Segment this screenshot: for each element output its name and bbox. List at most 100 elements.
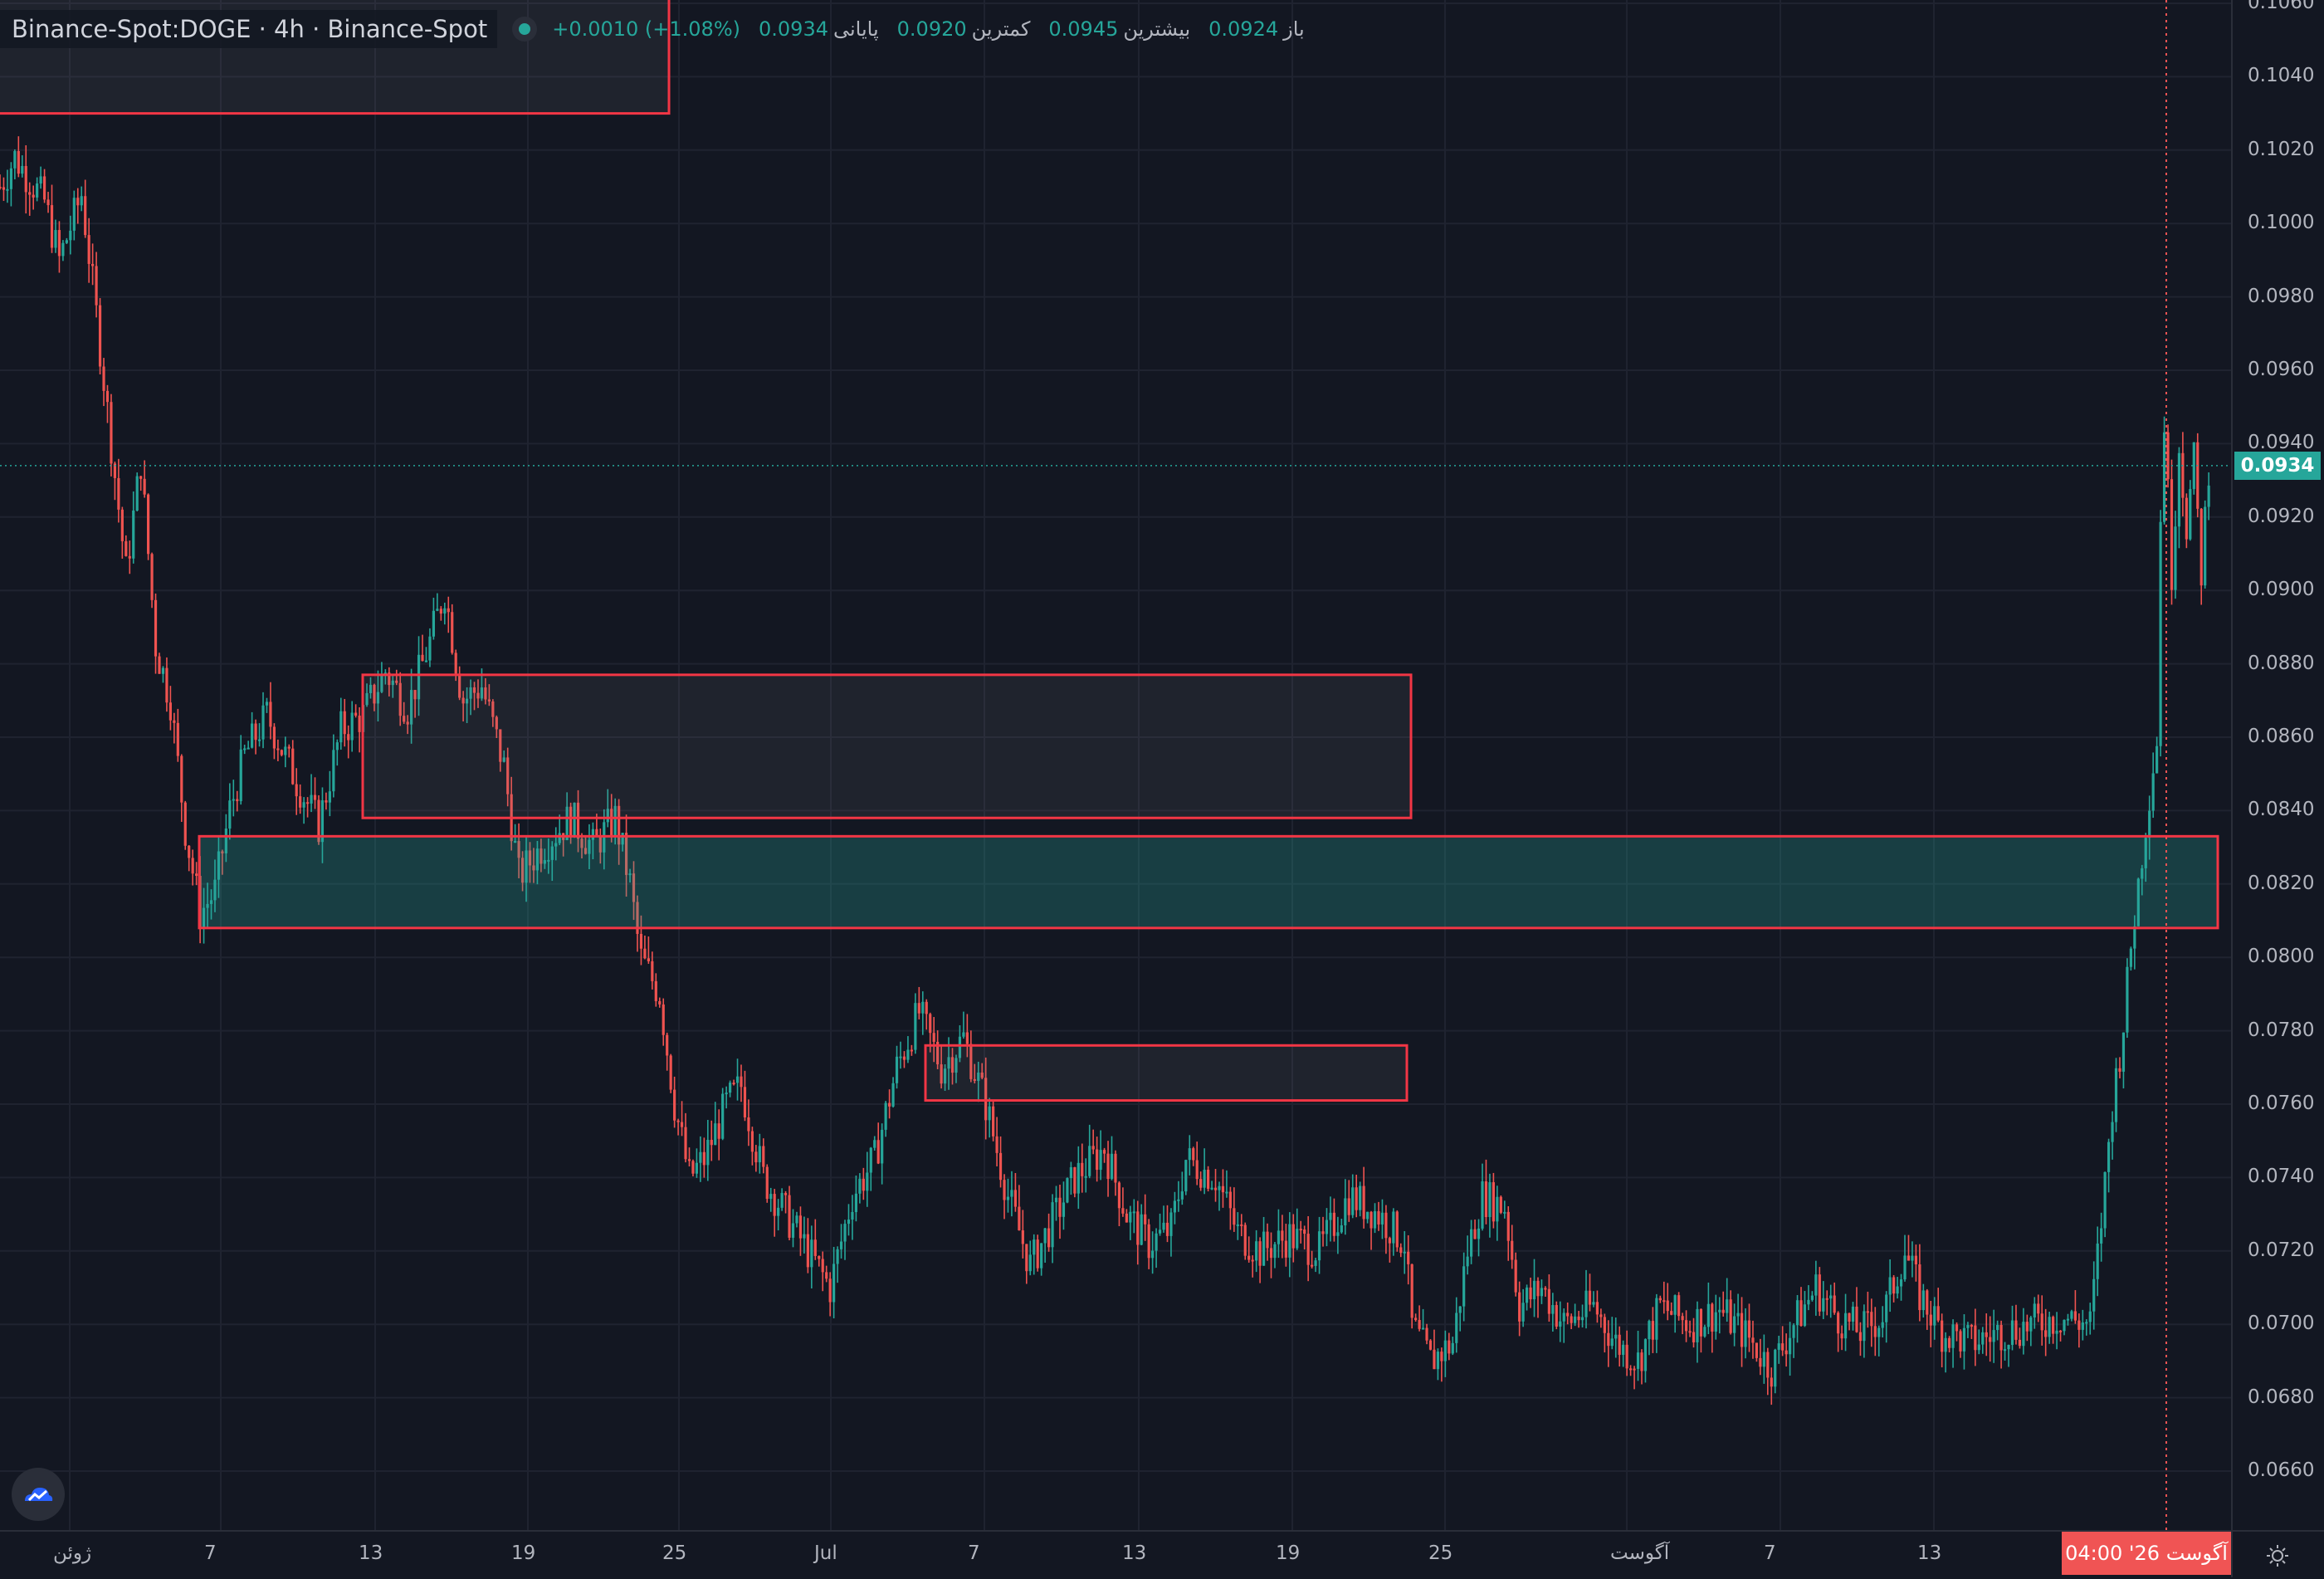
candle-body bbox=[1092, 1146, 1095, 1149]
candle bbox=[914, 993, 916, 1053]
candle-body bbox=[2181, 453, 2184, 498]
candle-body bbox=[436, 609, 438, 610]
candle bbox=[843, 1220, 846, 1260]
candle bbox=[1670, 1303, 1672, 1315]
candle-body bbox=[1051, 1202, 1053, 1247]
candle bbox=[855, 1176, 857, 1221]
market-status-icon[interactable] bbox=[512, 17, 537, 42]
candle bbox=[891, 1077, 894, 1107]
candle bbox=[1481, 1164, 1483, 1231]
axis-corner bbox=[2231, 1530, 2324, 1577]
candle bbox=[2115, 1058, 2117, 1132]
tradingview-logo-icon[interactable] bbox=[12, 1468, 65, 1521]
candlestick-chart[interactable] bbox=[0, 0, 2231, 1530]
change-value: +0.0010 (+1.08%) bbox=[552, 17, 740, 41]
candle-body bbox=[455, 653, 457, 673]
candle-body bbox=[344, 711, 346, 734]
candle-body bbox=[1496, 1197, 1498, 1222]
candle-body bbox=[1010, 1190, 1013, 1196]
candle-body bbox=[1833, 1295, 1836, 1313]
low-value: 0.0920 bbox=[897, 17, 967, 41]
candle-body bbox=[1874, 1326, 1877, 1337]
time-tick-label: Jul bbox=[814, 1542, 837, 1564]
candle bbox=[1867, 1292, 1869, 1327]
candle bbox=[1270, 1233, 1272, 1278]
candle bbox=[2082, 1310, 2084, 1341]
candle bbox=[58, 221, 61, 272]
candle bbox=[295, 768, 298, 815]
candle bbox=[759, 1134, 761, 1174]
candle-body bbox=[295, 785, 298, 797]
price-tick-label: 0.0960 bbox=[2248, 359, 2314, 380]
candle bbox=[655, 973, 657, 1006]
candle bbox=[1644, 1338, 1647, 1382]
time-tick-label: 7 bbox=[1764, 1542, 1776, 1564]
price-axis[interactable]: 0.1060 0.1040 0.1020 0.1000 0.0980 0.0960 0.09… bbox=[2231, 0, 2324, 1530]
candle-body bbox=[2104, 1172, 2107, 1229]
candle-body bbox=[1214, 1188, 1217, 1190]
candle-body bbox=[1703, 1327, 1706, 1336]
candle-body bbox=[339, 711, 342, 742]
candle bbox=[254, 720, 256, 755]
candle bbox=[2070, 1310, 2073, 1322]
candle-body bbox=[2100, 1229, 2102, 1244]
candle-body bbox=[2170, 479, 2173, 589]
candle-body bbox=[1296, 1229, 1298, 1249]
candle-body bbox=[1252, 1260, 1254, 1262]
candle-body bbox=[1429, 1341, 1432, 1350]
candle bbox=[1640, 1349, 1643, 1384]
candle bbox=[1452, 1337, 1454, 1355]
support-zone bbox=[199, 836, 2218, 928]
candle-body bbox=[136, 477, 139, 511]
candle-body bbox=[1918, 1264, 1921, 1310]
candle bbox=[803, 1217, 805, 1254]
candle-body bbox=[1355, 1187, 1358, 1210]
candle bbox=[1240, 1214, 1243, 1236]
candle-body bbox=[359, 716, 361, 732]
candle-body bbox=[81, 196, 83, 205]
candle-body bbox=[1648, 1321, 1650, 1339]
price-tick-label: 0.1020 bbox=[2248, 139, 2314, 160]
candle-body bbox=[1381, 1213, 1384, 1225]
candle-body bbox=[2007, 1345, 2009, 1349]
chart-pane[interactable]: Binance-Spot:DOGE · 4h · Binance-Spot با… bbox=[0, 0, 2231, 1530]
high-label: بیشترین bbox=[1123, 17, 1190, 41]
candle bbox=[1085, 1158, 1087, 1192]
candle bbox=[1611, 1317, 1614, 1349]
candle bbox=[992, 1102, 994, 1141]
time-axis[interactable]: ژوئن 7 13 19 25 Jul 7 13 19 25 آگوست 7 13 04:00 '26 … bbox=[0, 1530, 2231, 1577]
candle-body bbox=[1804, 1304, 1806, 1326]
candle-body bbox=[25, 166, 27, 192]
settings-gear-icon[interactable] bbox=[2231, 1532, 2324, 1579]
candle bbox=[1162, 1205, 1164, 1233]
candle bbox=[0, 174, 2, 189]
candle-body bbox=[1736, 1313, 1739, 1317]
candle-body bbox=[1389, 1238, 1391, 1243]
candle bbox=[921, 991, 924, 1035]
candle bbox=[2208, 472, 2210, 520]
candle bbox=[658, 998, 661, 1008]
candle-body bbox=[1485, 1181, 1487, 1217]
candle bbox=[885, 1101, 887, 1137]
candle bbox=[1455, 1298, 1457, 1353]
candle-body bbox=[1204, 1170, 1206, 1188]
candle-body bbox=[261, 706, 264, 740]
candle-body bbox=[1174, 1200, 1176, 1212]
candle-body bbox=[829, 1278, 832, 1302]
candle-body bbox=[1892, 1277, 1895, 1293]
candle-body bbox=[243, 748, 246, 750]
candle bbox=[1174, 1192, 1176, 1225]
candle bbox=[1744, 1308, 1746, 1358]
candle-body bbox=[1018, 1207, 1020, 1230]
candle-body bbox=[2097, 1244, 2099, 1279]
candle-body bbox=[1467, 1257, 1469, 1267]
candle bbox=[1321, 1217, 1324, 1247]
candle bbox=[1418, 1305, 1420, 1331]
candle bbox=[359, 707, 361, 752]
candle bbox=[102, 358, 105, 406]
candle-body bbox=[1970, 1325, 1973, 1327]
candle-body bbox=[1889, 1277, 1892, 1294]
symbol-title[interactable]: Binance-Spot:DOGE · 4h · Binance-Spot bbox=[0, 10, 497, 48]
candle bbox=[781, 1188, 784, 1210]
candle bbox=[2004, 1342, 2006, 1361]
